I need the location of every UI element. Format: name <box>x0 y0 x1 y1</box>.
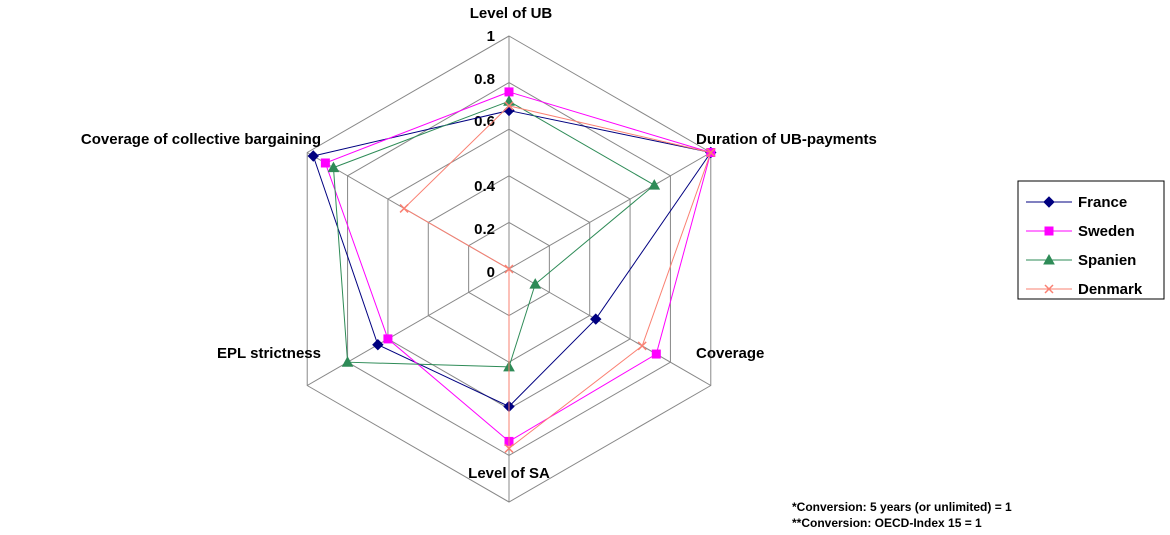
series-france <box>307 104 717 413</box>
data-point-spanien <box>529 278 542 289</box>
footnote-conversion-years: *Conversion: 5 years (or unlimited) = 1 <box>792 500 1012 514</box>
tick-label-0.6: 0.6 <box>474 113 495 130</box>
legend-marker-spanien <box>1043 253 1055 265</box>
tick-label-0.4: 0.4 <box>474 178 496 195</box>
tick-label-0.2: 0.2 <box>474 221 495 238</box>
axis-label-duration-of-ub-payments: Duration of UB-payments <box>696 131 877 148</box>
series-line-france <box>312 110 712 408</box>
axis-labels: Level of UB Duration of UB-payments Cove… <box>81 5 877 482</box>
legend-label-france: France <box>1078 194 1127 211</box>
spoke-line <box>508 268 712 386</box>
data-point-denmark <box>504 101 514 111</box>
footnote-conversion-oecd: **Conversion: OECD-Index 15 = 1 <box>792 516 982 530</box>
axis-label-coverage-of-collective-bargaining: Coverage of collective bargaining <box>81 131 321 148</box>
legend-label-spanien: Spanien <box>1078 252 1136 269</box>
data-point-spanien <box>648 179 661 190</box>
spoke-line <box>306 268 510 386</box>
data-point-sweden <box>651 349 661 359</box>
series-line-sweden <box>324 91 712 443</box>
data-point-denmark <box>504 264 514 274</box>
tick-label-1: 1 <box>487 28 495 45</box>
series-denmark <box>399 101 716 453</box>
legend-marker-sweden <box>1044 226 1054 236</box>
radial-tick-labels: 0 0.2 0.4 0.6 0.8 1 <box>474 28 496 281</box>
data-point-sweden <box>504 87 514 97</box>
data-point-denmark <box>706 147 716 158</box>
axis-label-level-of-ub: Level of UB <box>470 5 553 22</box>
data-point-spanien <box>341 356 354 367</box>
data-point-france <box>372 339 384 351</box>
data-point-france <box>307 150 319 162</box>
axis-label-level-of-sa: Level of SA <box>468 465 550 482</box>
data-point-sweden <box>383 334 393 344</box>
data-point-sweden <box>320 158 330 168</box>
legend-label-denmark: Denmark <box>1078 281 1143 298</box>
legend-marker-denmark <box>1044 284 1054 294</box>
legend: France Sweden Spanien Denmark <box>1017 180 1165 300</box>
data-point-spanien <box>503 95 515 106</box>
legend-box <box>1017 180 1165 300</box>
legend-marker-france <box>1043 196 1055 208</box>
data-point-denmark <box>504 443 514 453</box>
data-point-denmark <box>637 341 647 351</box>
data-point-spanien <box>327 161 340 173</box>
radar-series <box>307 87 717 453</box>
legend-label-sweden: Sweden <box>1078 223 1135 240</box>
axis-label-epl-strictness: EPL strictness <box>217 345 321 362</box>
tick-label-0.8: 0.8 <box>474 71 495 88</box>
data-point-denmark <box>399 203 409 213</box>
axis-label-coverage: Coverage <box>696 345 764 362</box>
data-point-france <box>590 313 602 325</box>
tick-label-0: 0 <box>487 264 495 281</box>
spoke-line <box>508 152 712 270</box>
